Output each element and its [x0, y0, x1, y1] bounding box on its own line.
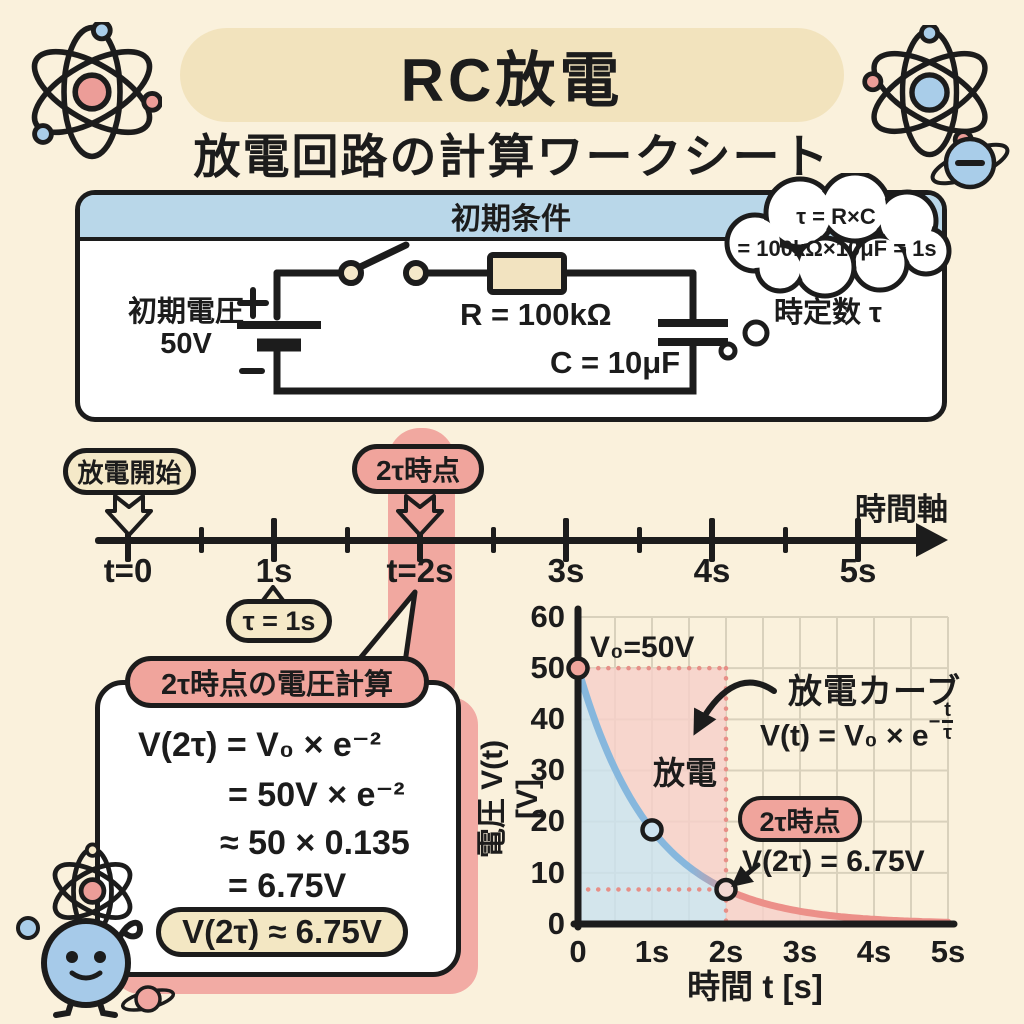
saturn-icon — [120, 985, 176, 1013]
tick-minor — [783, 527, 788, 553]
y-tick-30: 30 — [530, 752, 565, 787]
down-arrow-icon — [396, 494, 444, 537]
tick-4s — [709, 518, 715, 562]
atom-icon — [31, 22, 162, 160]
initial-conditions-panel: 初期条件 — [75, 173, 952, 422]
x-tick-5s: 5s — [930, 934, 966, 969]
y-tick-10: 10 — [530, 855, 565, 890]
mascot-character — [41, 918, 144, 1018]
two-tau-point-label: V(2τ) = 6.75V — [742, 845, 925, 878]
exponent-sign: − — [928, 710, 941, 733]
tick-minor — [637, 527, 642, 553]
x-axis-title: 時間 t [s] — [687, 968, 823, 1005]
tick-2s — [417, 518, 423, 562]
page-title: RC放電 — [180, 28, 844, 122]
tick-3s — [563, 518, 569, 562]
tau-value-badge: τ = 1s — [226, 599, 332, 643]
discharge-chart — [566, 605, 958, 931]
thought-bubble — [724, 173, 952, 299]
electron-dot — [16, 916, 40, 940]
time-axis-line — [95, 537, 922, 544]
page-subtitle: 放電回路の計算ワークシート — [193, 130, 831, 183]
y-tick-60: 60 — [530, 599, 565, 634]
y-tick-40: 40 — [530, 701, 565, 736]
x-tick-3s: 3s — [782, 934, 818, 969]
calc-line-4: = 6.75V — [228, 867, 347, 905]
tick-minor — [491, 527, 496, 553]
tick-label-1s: 1s — [255, 552, 293, 589]
x-tick-4s: 4s — [856, 934, 892, 969]
calc-line-3: ≈ 50 × 0.135 — [220, 824, 410, 862]
calc-line-1: V(2τ) = V₀ × e⁻² — [138, 726, 382, 764]
calculation-box: V(2τ) = V₀ × e⁻² = 50V × e⁻² ≈ 50 × 0.13… — [95, 680, 461, 977]
discharge-start-badge: 放電開始 — [63, 448, 196, 495]
x-tick-2s: 2s — [708, 934, 744, 969]
tick-minor — [199, 527, 204, 553]
circuit-diagram — [237, 241, 770, 395]
chart-two-tau-badge: 2τ時点 — [738, 796, 862, 842]
two-tau-badge: 2τ時点 — [352, 444, 484, 494]
planet-minus-icon — [930, 136, 1010, 190]
v0-point-label: V₀=50V — [590, 631, 695, 664]
resistor-label: R = 100kΩ — [460, 297, 612, 332]
time-axis-label: 時間軸 — [855, 492, 948, 527]
down-arrow-icon — [105, 494, 153, 537]
capacitor-label: C = 10μF — [550, 345, 681, 380]
calc-line-2: = 50V × e⁻² — [228, 776, 405, 814]
tick-label-4s: 4s — [693, 552, 731, 589]
tick-label-5s: 5s — [839, 552, 877, 589]
calc-result-badge: V(2τ) ≈ 6.75V — [156, 907, 408, 957]
curve-formula: V(t) = V₀ × e − t τ — [760, 699, 953, 753]
y-tick-20: 20 — [530, 803, 565, 838]
tick-1s — [271, 518, 277, 562]
tick-t0 — [125, 518, 131, 562]
curve-name-label: 放電カーブ — [788, 673, 961, 711]
source-voltage-label: 初期電圧 50V — [127, 296, 244, 361]
discharge-region-label: 放電 — [653, 755, 718, 791]
x-tick-0: 0 — [569, 934, 587, 969]
calc-title-badge: 2τ時点の電圧計算 — [125, 656, 429, 708]
bubble-formula-line2: = 100kΩ×10μF = 1s — [737, 236, 937, 261]
tick-label-t0: t=0 — [103, 552, 153, 589]
tick-minor — [345, 527, 350, 553]
tick-label-2s: t=2s — [386, 552, 454, 589]
y-tick-0: 0 — [547, 906, 565, 941]
tick-label-3s: 3s — [547, 552, 585, 589]
tick-5s — [855, 518, 861, 562]
x-tick-1s: 1s — [634, 934, 670, 969]
y-tick-50: 50 — [530, 650, 565, 685]
time-axis-arrowhead — [916, 523, 948, 557]
time-constant-label: 時定数 τ — [774, 297, 882, 329]
bubble-formula-line1: τ = R×C — [796, 204, 876, 229]
